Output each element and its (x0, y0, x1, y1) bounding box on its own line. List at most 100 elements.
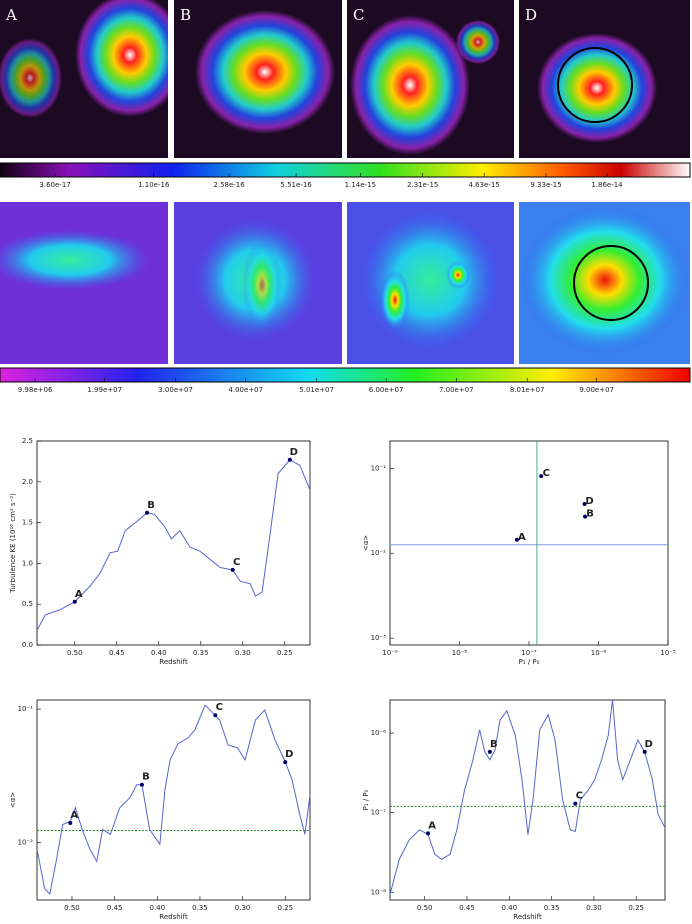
annotation-point (213, 713, 218, 718)
colorbar (0, 162, 691, 178)
x-axis-label: Redshift (159, 658, 188, 666)
x-tick-label: 0.25 (277, 649, 293, 657)
scatter-point (539, 474, 544, 479)
scatter-point (514, 537, 519, 542)
x-tick-label: 0.25 (277, 904, 293, 912)
colorbar-tick-label: 6.00e+07 (369, 386, 404, 394)
annotation-label: D (645, 739, 653, 750)
point-label: B (586, 509, 594, 520)
y-tick-label: 0.0 (22, 641, 33, 649)
plot-frame (36, 699, 311, 901)
x-axis-label: Redshift (513, 913, 542, 920)
y-axis-label: <α> (9, 792, 17, 808)
colorbar-tick-label: 9.98e+06 (18, 386, 53, 394)
x-tick-label: 0.50 (417, 904, 433, 912)
colorbar (0, 367, 691, 383)
x-tick-label: 0.30 (235, 649, 251, 657)
colorbar-tick-label: 1.86e-14 (591, 181, 623, 189)
annotation-point (642, 749, 647, 754)
annotation-point (487, 749, 492, 754)
y-axis-label: <α> (362, 535, 370, 551)
point-label: A (518, 532, 526, 543)
x-tick-label: 10⁻⁵ (660, 649, 676, 657)
y-tick-label: 1.0 (22, 559, 33, 567)
x-tick-label: 10⁻⁶ (591, 649, 607, 657)
panel-label: A (5, 6, 17, 24)
annotation-point (72, 599, 77, 604)
annotation-point (426, 831, 431, 836)
colorbar-tick-label: 9.33e-15 (530, 181, 561, 189)
annotation-label: B (490, 739, 498, 750)
x-axis-label: P₁ / P₀ (519, 658, 540, 666)
colorbar-tick-label: 2.31e-15 (407, 181, 438, 189)
y-axis-label: Turbulence KE (10¹⁶ cm² s⁻²) (9, 493, 17, 594)
colorbar-tick-label: 1.14e-15 (345, 181, 376, 189)
colorbar-tick-label: 3.00e+07 (158, 386, 193, 394)
annotation-label: A (428, 820, 436, 831)
colorbar-tick-label: 5.51e-16 (280, 181, 312, 189)
x-tick-label: 10⁻⁷ (521, 649, 537, 657)
annotation-label: A (75, 589, 83, 600)
y-tick-label: 10⁻² (18, 838, 34, 846)
annotation-label: D (285, 749, 293, 760)
annotation-point (68, 820, 73, 825)
scatter-point (583, 514, 588, 519)
colorbar-tick-label: 8.01e+07 (510, 386, 545, 394)
x-axis-label: Redshift (159, 913, 188, 920)
annotation-point (139, 782, 144, 787)
x-tick-label: 0.50 (67, 649, 83, 657)
data-line (36, 704, 311, 896)
data-line (389, 699, 666, 895)
x-tick-label: 0.30 (235, 904, 251, 912)
x-tick-label: 10⁻⁹ (382, 649, 398, 657)
map-panels-top (0, 0, 690, 158)
y-tick-label: 2.0 (22, 478, 33, 486)
annotation-point (230, 567, 235, 572)
map-panels-bottom (0, 202, 690, 364)
plot-frame (389, 440, 669, 646)
y-tick-label: 10⁻¹ (371, 464, 387, 472)
y-tick-label: 10⁻² (371, 549, 387, 557)
colorbar-tick-label: 4.63e-15 (468, 181, 499, 189)
scatter-point (582, 502, 587, 507)
annotation-label: A (70, 810, 78, 821)
colorbar-tick-label: 4.00e+07 (228, 386, 263, 394)
x-tick-label: 0.35 (192, 904, 208, 912)
annotation-label: C (233, 557, 240, 568)
data-line (36, 459, 311, 631)
annotation-point (287, 457, 292, 462)
annotation-point (283, 760, 288, 765)
plot-frame (36, 440, 311, 646)
y-tick-label: 10⁻³ (371, 634, 387, 642)
x-tick-label: 0.35 (193, 649, 209, 657)
colorbar-tick-label: 3.60e-17 (39, 181, 70, 189)
annotation-label: B (147, 500, 155, 511)
colorbar-tick-label: 1.99e+07 (87, 386, 122, 394)
annotation-point (145, 510, 150, 515)
colorbar-tick-label: 7.00e+07 (439, 386, 474, 394)
annotation-point (573, 801, 578, 806)
y-tick-label: 10⁻¹ (18, 705, 34, 713)
y-tick-label: 10⁻⁶ (371, 729, 387, 737)
panel-label: C (353, 6, 364, 24)
x-tick-label: 0.45 (107, 904, 123, 912)
y-tick-label: 0.5 (22, 600, 33, 608)
panel-label: B (180, 6, 191, 24)
x-tick-label: 0.35 (544, 904, 560, 912)
point-label: D (585, 496, 593, 507)
x-tick-label: 0.50 (64, 904, 80, 912)
colorbar-tick-label: 5.01e+07 (299, 386, 334, 394)
y-axis-label: P₁ / P₀ (362, 789, 370, 810)
x-tick-label: 0.40 (151, 649, 167, 657)
colorbar-tick-label: 9.00e+07 (579, 386, 614, 394)
x-tick-label: 10⁻⁸ (452, 649, 468, 657)
plot-frame (389, 699, 666, 901)
x-tick-label: 0.40 (149, 904, 165, 912)
annotation-label: B (142, 772, 150, 783)
annotation-label: D (290, 447, 298, 458)
y-tick-label: 10⁻⁸ (371, 888, 387, 896)
x-tick-label: 0.25 (628, 904, 644, 912)
x-tick-label: 0.45 (109, 649, 125, 657)
x-tick-label: 0.40 (502, 904, 518, 912)
